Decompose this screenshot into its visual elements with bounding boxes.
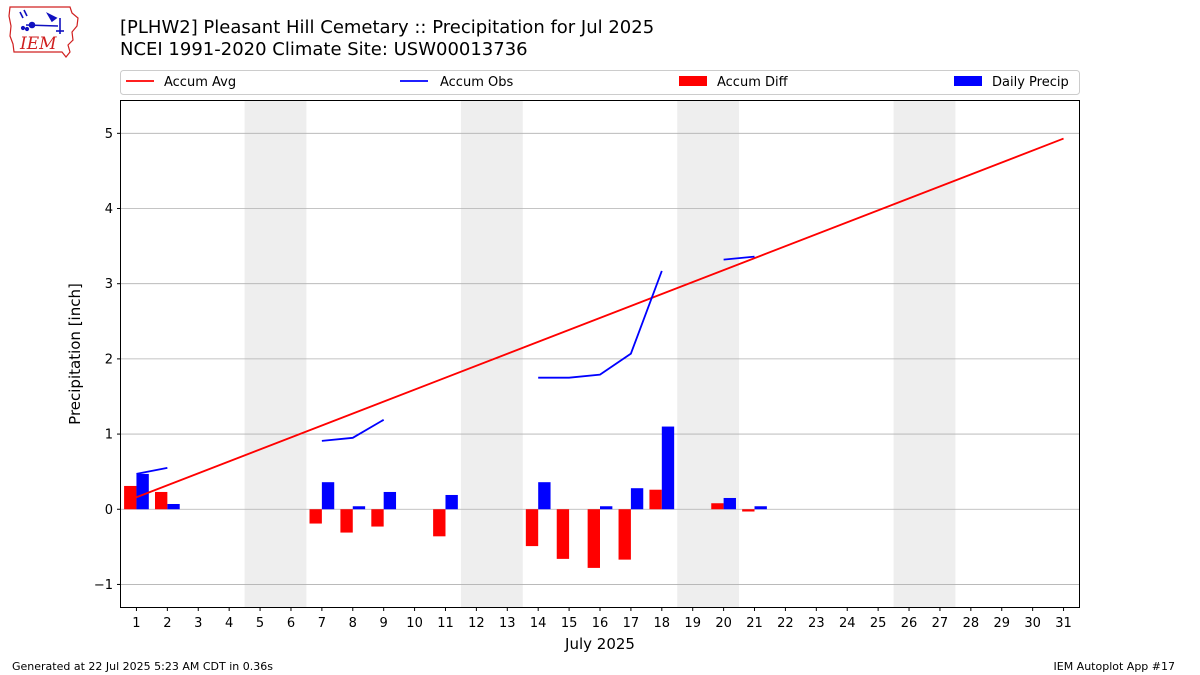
accum-diff-bar-day-18 [649,489,662,510]
x-tick-label-25: 25 [870,616,887,631]
x-tick-label-9: 9 [380,616,388,631]
logo-text: IEM [19,34,57,54]
x-tick-label-26: 26 [901,616,918,631]
weekend-shade-12-13 [460,101,523,607]
accum-diff-bar-day-8 [340,509,353,533]
x-tick-label-10: 10 [406,616,423,631]
legend-label-accum-obs: Accum Obs [440,75,513,90]
x-tick-label-15: 15 [561,616,578,631]
legend-frame [120,70,1080,95]
x-tick-label-21: 21 [746,616,763,631]
y-tick-label-2: 2 [105,352,113,367]
accum-diff-bar-day-7 [309,509,322,524]
accum-obs-line-segment-1 [136,467,168,475]
x-tick-label-14: 14 [530,616,547,631]
x-tick-label-30: 30 [1024,616,1041,631]
chart-subtitle: NCEI 1991-2020 Climate Site: USW00013736 [120,39,528,60]
x-tick-label-11: 11 [437,616,454,631]
bars [124,426,767,568]
x-tick-label-16: 16 [592,616,609,631]
daily-precip-bar-day-17 [630,488,644,510]
daily-precip-bar-day-7 [321,482,335,510]
x-tick-label-7: 7 [318,616,326,631]
y-tick-label-1: 1 [105,428,113,443]
legend-label-daily-precip: Daily Precip [992,75,1069,90]
x-tick-label-6: 6 [287,616,295,631]
daily-precip-bar-day-20 [723,497,736,510]
weekend-shading [244,101,956,607]
y-axis-ticks: −1 0 1 2 3 4 5 [94,127,121,593]
daily-precip-bar-day-9 [383,491,397,510]
footer-generated: Generated at 22 Jul 2025 5:23 AM CDT in … [12,660,273,673]
accum-diff-bar-day-2 [154,491,168,510]
weekend-shade-26-27 [893,101,956,607]
weekend-shade-5-6 [244,101,307,607]
accum-diff-bar-day-17 [618,509,631,560]
legend-label-accum-diff: Accum Diff [717,75,789,90]
x-tick-label-31: 31 [1055,616,1072,631]
x-tick-label-1: 1 [132,616,140,631]
daily-precip-bar-day-1 [136,473,149,510]
accum-diff-bar-day-15 [556,509,570,559]
accum-avg-line [136,137,1064,499]
y-tick-label-3: 3 [105,277,113,292]
y-tick-label-5: 5 [105,127,113,142]
iem-logo: IEM [8,6,79,58]
weather-icon [19,9,64,34]
chart-title: [PLHW2] Pleasant Hill Cemetary :: Precip… [120,17,655,38]
y-tick-label-4: 4 [105,202,113,217]
x-axis-label: July 2025 [564,635,635,653]
x-tick-label-20: 20 [715,616,732,631]
x-tick-label-8: 8 [349,616,357,631]
legend: Accum Avg Accum Obs Accum Diff Daily Pre… [120,70,1080,95]
accum-diff-bar-day-11 [433,509,446,537]
x-tick-label-3: 3 [194,616,202,631]
accum-diff-bar-day-16 [587,509,600,568]
x-tick-label-17: 17 [623,616,640,631]
x-tick-label-12: 12 [468,616,485,631]
y-axis-label: Precipitation [inch] [66,283,84,425]
daily-precip-bar-day-11 [445,494,458,510]
legend-swatch-daily-precip [954,76,982,86]
x-tick-label-13: 13 [499,616,516,631]
daily-precip-bar-day-18 [661,426,675,510]
accum-diff-bar-day-14 [525,509,539,547]
accum-diff-bar-day-1 [124,485,137,510]
accum-diff-bar-day-9 [371,509,384,527]
accum-diff-bar-day-20 [711,503,724,510]
daily-precip-bar-day-21 [754,506,767,510]
accum-obs-line-segment-4 [723,255,755,261]
weekend-shade-19-20 [677,101,740,607]
daily-precip-bar-day-16 [600,506,613,510]
legend-label-accum-avg: Accum Avg [164,75,236,90]
x-tick-label-23: 23 [808,616,825,631]
x-tick-label-19: 19 [684,616,701,631]
x-tick-label-18: 18 [654,616,671,631]
accum-obs-line-segment-3 [538,270,663,379]
accum-obs-line-segment-2 [321,419,385,442]
x-tick-label-5: 5 [256,616,264,631]
daily-precip-bar-day-2 [167,503,180,510]
daily-precip-bar-day-14 [538,482,551,510]
accum-diff-bar-day-21 [742,509,755,512]
x-tick-label-4: 4 [225,616,233,631]
y-tick-label--1: −1 [94,578,113,593]
x-tick-label-29: 29 [993,616,1010,631]
footer-app-label: IEM Autoplot App #17 [1053,660,1176,673]
x-tick-label-2: 2 [163,616,171,631]
daily-precip-bar-day-8 [352,506,366,510]
x-tick-label-27: 27 [932,616,949,631]
x-tick-label-28: 28 [963,616,980,631]
x-tick-label-22: 22 [777,616,794,631]
lines [136,137,1064,499]
x-axis-ticks: 1 2 3 4 5 6 7 8 9 10 11 12 13 14 15 16 17 18 19 20 21 22 23 24 2… [132,607,1072,631]
y-tick-label-0: 0 [105,503,113,518]
x-tick-label-24: 24 [839,616,856,631]
legend-swatch-accum-diff [679,76,707,86]
